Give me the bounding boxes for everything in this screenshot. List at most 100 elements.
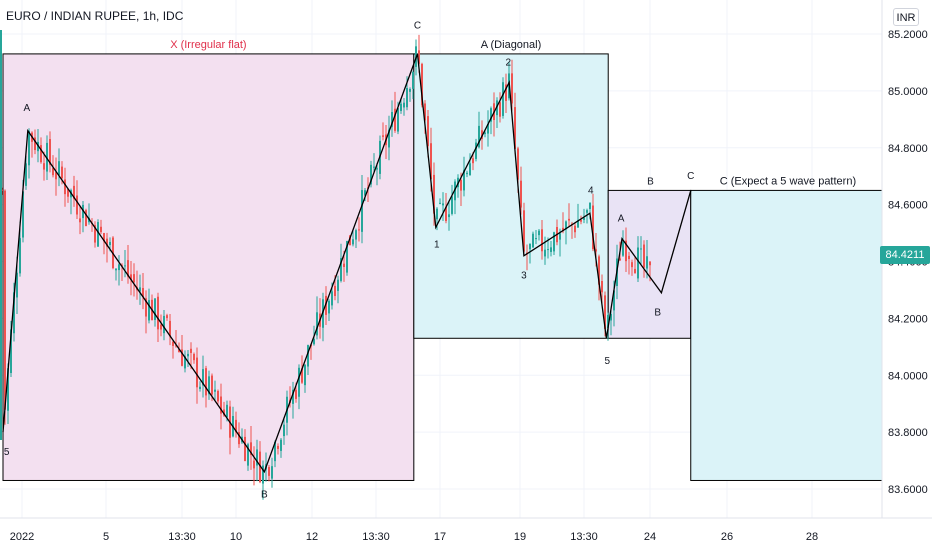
candle-body [262,465,264,484]
y-tick-label: 85.0000 [888,86,928,98]
candle-body [577,220,579,228]
candle-body [307,345,309,367]
candle-body [544,249,546,257]
candle-body [427,116,429,147]
candle-body [649,261,651,266]
candle-body [634,268,636,274]
candle-body [619,258,621,261]
y-tick-label: 84.0000 [888,370,928,382]
candle-body [178,349,180,353]
candle-body [244,436,246,462]
wave-label: 1 [434,239,440,250]
candle-body [226,404,228,418]
candle-body [469,163,471,176]
candle-body [82,204,84,219]
candle-body [388,129,390,148]
candle-body [574,225,576,233]
candle-body [301,368,303,383]
candle-body [37,141,39,152]
candle-body [328,300,330,314]
candle-body [523,210,525,252]
candle-body [211,375,213,395]
candle-body [484,132,486,135]
candle-body [10,329,12,374]
candle-body [505,84,507,101]
candle-body [313,338,315,345]
candle-body [397,108,399,132]
candle-body [280,439,282,451]
candle-body [514,107,516,149]
candle-body [337,279,339,291]
wave-label: C [414,20,421,31]
candle-body [76,195,78,215]
candle-body [16,272,18,298]
candle-body [448,214,450,218]
candle-body [553,232,555,252]
candle-body [511,73,513,104]
candle-body [640,248,642,250]
candle-body [73,185,75,199]
candle-body [97,222,99,247]
candle-body [247,444,249,466]
candle-body [64,179,66,195]
candle-body [154,298,156,320]
candle-body [130,274,132,280]
candle-body [271,466,273,479]
currency-button[interactable]: INR [893,8,919,26]
candle-body [601,281,603,293]
candle-body [220,396,222,414]
candle-body [610,314,612,321]
candle-body [22,191,24,238]
candle-body [589,202,591,209]
candle-body [268,467,270,476]
candle-body [223,409,225,416]
candle-body [580,219,582,222]
candle-body [373,166,375,168]
candle-body [598,256,600,285]
candle-body [646,256,648,269]
x-tick-label: 28 [806,531,818,543]
candle-body [217,390,219,402]
wave-label: B [647,177,654,188]
candle-body [199,386,201,389]
x-tick-label: 12 [306,531,318,543]
candle-body [334,285,336,297]
candle-body [358,229,360,231]
candle-body [61,166,63,179]
candle-body [376,168,378,170]
candle-body [235,419,237,433]
wave-label: B [261,490,268,501]
candle-body [304,364,306,386]
candle-body [478,125,480,148]
candle-body [520,180,522,208]
candle-body [148,300,150,321]
x-tick-label: 13:30 [570,531,598,543]
candle-body [118,264,120,271]
candle-body [466,172,468,175]
candle-body [343,263,345,267]
wave-label: 3 [521,271,527,282]
wave-label: 4 [588,185,594,196]
candle-body [250,442,252,455]
candle-body [145,298,147,317]
y-tick-label: 84.6000 [888,200,928,212]
wave-label: 5 [605,356,611,367]
candle-body [274,441,276,462]
candle-body [529,243,531,250]
candle-body [418,50,420,64]
candle-body [403,102,405,108]
candle-body [625,240,627,262]
time-axis-bg [0,518,932,550]
candle-body [463,169,465,191]
candle-body [202,369,204,386]
x-tick-label: 5 [103,531,109,543]
candle-body [559,233,561,240]
x-tick-label: 10 [230,531,242,543]
candle-body [25,163,27,186]
y-tick-label: 84.2000 [888,313,928,325]
candle-body [7,368,9,411]
candle-body [607,314,609,328]
candle-body [433,174,435,214]
